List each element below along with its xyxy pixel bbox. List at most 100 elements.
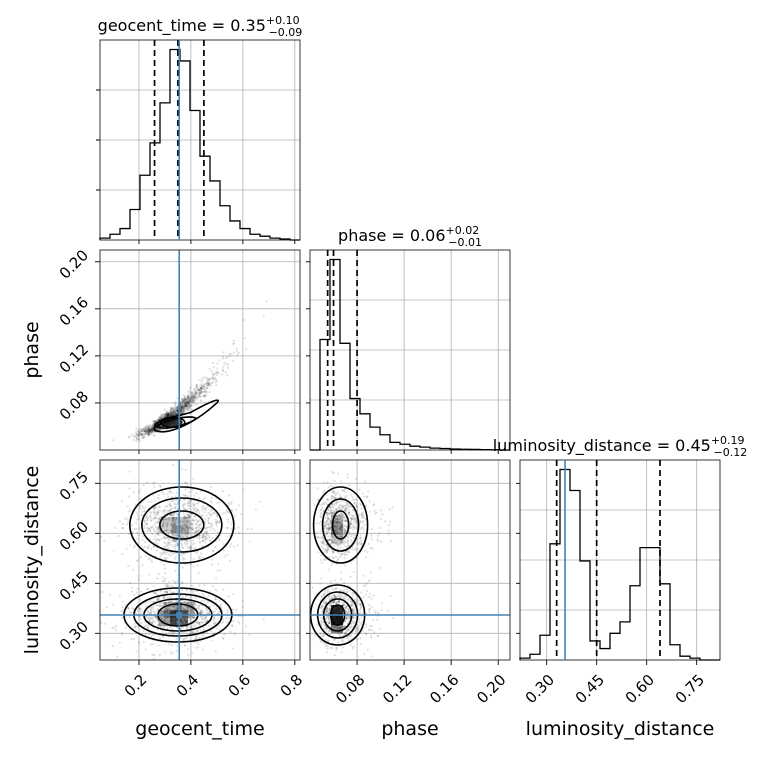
sample-point bbox=[131, 568, 135, 572]
sample-point bbox=[181, 543, 184, 546]
sample-point bbox=[163, 619, 166, 622]
sample-point bbox=[380, 608, 383, 612]
histogram-luminosity_distance bbox=[519, 468, 720, 661]
sample-point bbox=[149, 428, 152, 431]
inner-ticks bbox=[138, 240, 296, 244]
sample-point bbox=[358, 609, 362, 612]
sample-point bbox=[158, 416, 161, 419]
sample-point bbox=[155, 592, 158, 596]
sample-point bbox=[141, 428, 145, 431]
sample-point bbox=[360, 606, 363, 609]
sample-point bbox=[325, 519, 329, 523]
sample-point bbox=[175, 606, 178, 609]
sample-point bbox=[349, 517, 353, 521]
sample-point bbox=[333, 529, 337, 532]
sample-point bbox=[191, 665, 193, 667]
sample-point bbox=[156, 427, 159, 430]
sample-point bbox=[172, 604, 175, 608]
sample-point bbox=[147, 431, 150, 434]
sample-point bbox=[320, 536, 323, 539]
sample-point bbox=[333, 511, 336, 514]
sample-point bbox=[344, 538, 347, 541]
sample-point bbox=[368, 578, 372, 582]
sample-point bbox=[193, 387, 196, 390]
sample-point bbox=[155, 615, 158, 618]
sample-point bbox=[379, 566, 382, 569]
sample-point bbox=[165, 610, 169, 613]
sample-point bbox=[168, 412, 171, 415]
sample-point bbox=[211, 537, 214, 540]
sample-point bbox=[157, 624, 160, 627]
sample-point bbox=[169, 407, 172, 410]
sample-point bbox=[192, 388, 195, 391]
sample-point bbox=[175, 411, 178, 414]
sample-point bbox=[214, 371, 217, 374]
sample-point bbox=[146, 431, 149, 434]
sample-point bbox=[229, 545, 232, 548]
sample-point bbox=[228, 617, 231, 620]
sample-point bbox=[195, 530, 198, 533]
sample-point bbox=[158, 418, 161, 421]
sample-point bbox=[343, 519, 346, 522]
sample-point bbox=[203, 382, 206, 385]
sample-point bbox=[340, 553, 343, 556]
sample-point bbox=[333, 599, 336, 602]
sample-point bbox=[196, 630, 199, 634]
sample-point bbox=[346, 502, 350, 505]
sample-point bbox=[161, 523, 165, 527]
sample-point bbox=[331, 485, 335, 488]
sample-point bbox=[142, 435, 145, 438]
sample-point bbox=[135, 591, 139, 594]
sample-point bbox=[348, 527, 352, 530]
sample-point bbox=[361, 525, 364, 528]
sample-point bbox=[200, 615, 203, 618]
sample-point bbox=[188, 404, 191, 407]
sample-point bbox=[381, 513, 384, 516]
sample-point bbox=[186, 400, 189, 403]
sample-point bbox=[193, 394, 196, 397]
y-tick-label: 0.60 bbox=[56, 518, 92, 554]
sample-point bbox=[336, 646, 339, 649]
sample-point bbox=[186, 508, 189, 512]
sample-point bbox=[199, 527, 202, 530]
sample-point bbox=[148, 427, 151, 430]
sample-point bbox=[161, 576, 165, 579]
sample-point bbox=[318, 522, 321, 525]
sample-point bbox=[196, 389, 199, 392]
sample-point bbox=[196, 519, 200, 522]
sample-point bbox=[150, 560, 154, 564]
sample-point bbox=[138, 431, 141, 434]
sample-point bbox=[174, 413, 177, 416]
sample-point bbox=[173, 506, 176, 509]
sample-point bbox=[194, 391, 197, 394]
sample-point bbox=[355, 503, 358, 506]
sample-point bbox=[186, 398, 189, 401]
sample-point bbox=[209, 514, 212, 517]
sample-point bbox=[232, 545, 236, 548]
sample-point bbox=[347, 541, 350, 545]
sample-point bbox=[136, 608, 139, 612]
sample-point bbox=[176, 579, 179, 582]
sample-point bbox=[317, 498, 320, 501]
sample-point bbox=[229, 353, 232, 356]
sample-point bbox=[212, 366, 216, 369]
sample-point bbox=[148, 433, 151, 436]
sample-point bbox=[339, 527, 342, 530]
sample-point bbox=[187, 606, 190, 609]
sample-point bbox=[158, 637, 162, 640]
sample-point bbox=[166, 413, 169, 417]
sample-point bbox=[139, 430, 142, 433]
sample-point bbox=[348, 511, 351, 514]
sample-point bbox=[145, 514, 148, 518]
sample-point bbox=[223, 361, 226, 364]
sample-point bbox=[165, 617, 168, 620]
sample-point bbox=[327, 616, 330, 620]
sample-point bbox=[170, 412, 173, 415]
sample-point bbox=[189, 601, 193, 605]
sample-point bbox=[367, 580, 370, 583]
sample-point bbox=[183, 400, 186, 403]
sample-point bbox=[170, 551, 173, 555]
sample-point bbox=[153, 592, 156, 595]
sample-point bbox=[136, 625, 140, 628]
sample-point bbox=[370, 534, 373, 537]
